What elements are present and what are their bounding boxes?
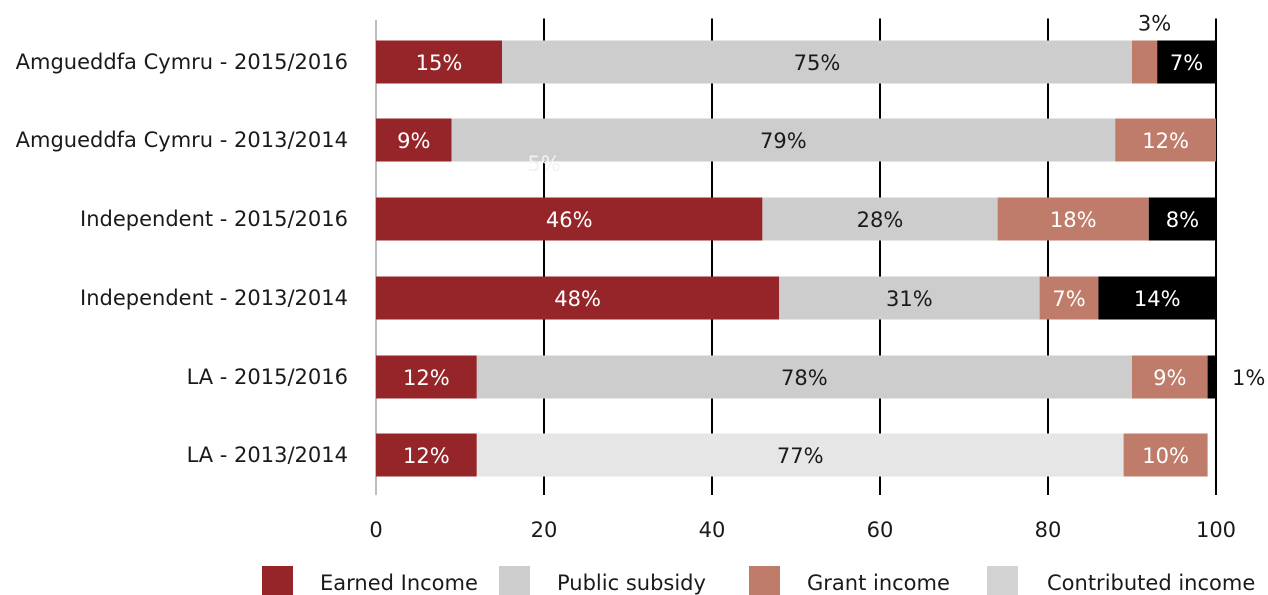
category-label-4: LA - 2015/2016 [187, 365, 348, 389]
data-label-3-2: 7% [1052, 287, 1085, 311]
data-label-4-0: 12% [403, 366, 450, 390]
legend-label-1: Public subsidy [557, 571, 706, 595]
legend-swatch-2 [749, 566, 780, 595]
bar-4-contributed-income [1207, 355, 1216, 399]
x-tick-label-80: 80 [1035, 518, 1062, 542]
x-tick-label-60: 60 [867, 518, 894, 542]
category-label-1: Amgueddfa Cymru - 2013/2014 [16, 128, 348, 152]
bar-3-grant-income [1039, 276, 1099, 320]
bar-0-public-subsidy [502, 40, 1132, 84]
data-label-4-1: 78% [781, 366, 828, 390]
x-tick-label-100: 100 [1196, 518, 1236, 542]
bar-2-contributed-income [1148, 197, 1216, 241]
bar-0-earned-income [376, 40, 502, 84]
data-label-2-3: 8% [1166, 208, 1199, 232]
bar-2-earned-income [376, 197, 763, 241]
bar-3-public-subsidy [779, 276, 1040, 320]
data-label-1-2: 12% [1142, 129, 1189, 153]
bar-4-earned-income [376, 355, 477, 399]
data-label-0-2: 3% [1138, 12, 1171, 36]
data-label-0-3: 7% [1170, 51, 1203, 75]
bar-5-earned-income [376, 433, 477, 477]
data-label-3-1: 31% [886, 287, 933, 311]
legend-swatch-3 [987, 566, 1018, 595]
category-label-3: Independent - 2013/2014 [80, 286, 348, 310]
legend-swatch-0 [262, 566, 293, 595]
legend-label-0: Earned Income [320, 571, 478, 595]
data-label-0-1: 75% [794, 51, 841, 75]
category-label-2: Independent - 2015/2016 [80, 207, 348, 231]
legend-label-2: Grant income [807, 571, 950, 595]
bar-5-public-subsidy [476, 433, 1124, 477]
legend-layer: Earned Income Public subsidy Grant income C… [262, 566, 1255, 595]
data-label-1-0: 9% [397, 129, 430, 153]
data-label-3-0: 48% [554, 287, 601, 311]
data-label-4-2: 9% [1153, 366, 1186, 390]
data-label-0-0: 15% [416, 51, 463, 75]
legend-label-3: Contributed income [1047, 571, 1255, 595]
bar-4-public-subsidy [476, 355, 1132, 399]
bar-1-public-subsidy [451, 118, 1116, 162]
stray-data-label: 5% [527, 152, 560, 176]
grid-layer [375, 20, 1217, 495]
category-label-5: LA - 2013/2014 [187, 443, 348, 467]
data-label-5-1: 77% [777, 444, 824, 468]
category-label-0: Amgueddfa Cymru - 2015/2016 [16, 50, 348, 74]
bar-1-earned-income [376, 118, 452, 162]
bar-4-grant-income [1132, 355, 1208, 399]
data-label-5-2: 10% [1142, 444, 1189, 468]
bar-3-earned-income [376, 276, 780, 320]
data-label-2-1: 28% [857, 208, 904, 232]
data-label-5-0: 12% [403, 444, 450, 468]
bar-layer [376, 40, 1216, 477]
bar-3-contributed-income [1098, 276, 1216, 320]
x-tick-label-20: 20 [531, 518, 558, 542]
legend-swatch-1 [499, 566, 530, 595]
x-tick-label-40: 40 [699, 518, 726, 542]
bar-0-contributed-income [1157, 40, 1216, 84]
bar-5-grant-income [1123, 433, 1208, 477]
bar-1-grant-income [1115, 118, 1216, 162]
data-label-3-3: 14% [1134, 287, 1181, 311]
bar-0-grant-income [1132, 40, 1158, 84]
label-layer: 15% 75% 3% 7% 9% 79% 12% 46% 28% 18% 8% 48% 31% 7% 14%… [397, 12, 1265, 469]
data-label-4-3: 1% [1232, 366, 1265, 390]
x-tick-label-0: 0 [369, 518, 382, 542]
data-label-1-1: 79% [760, 129, 807, 153]
data-label-2-2: 18% [1050, 208, 1097, 232]
axis-layer: Amgueddfa Cymru - 2015/2016 Amgueddfa Cym… [16, 50, 1236, 542]
bar-2-public-subsidy [762, 197, 998, 241]
bar-2-grant-income [997, 197, 1149, 241]
data-label-2-0: 46% [546, 208, 593, 232]
gridline-overlay [543, 18, 1217, 491]
